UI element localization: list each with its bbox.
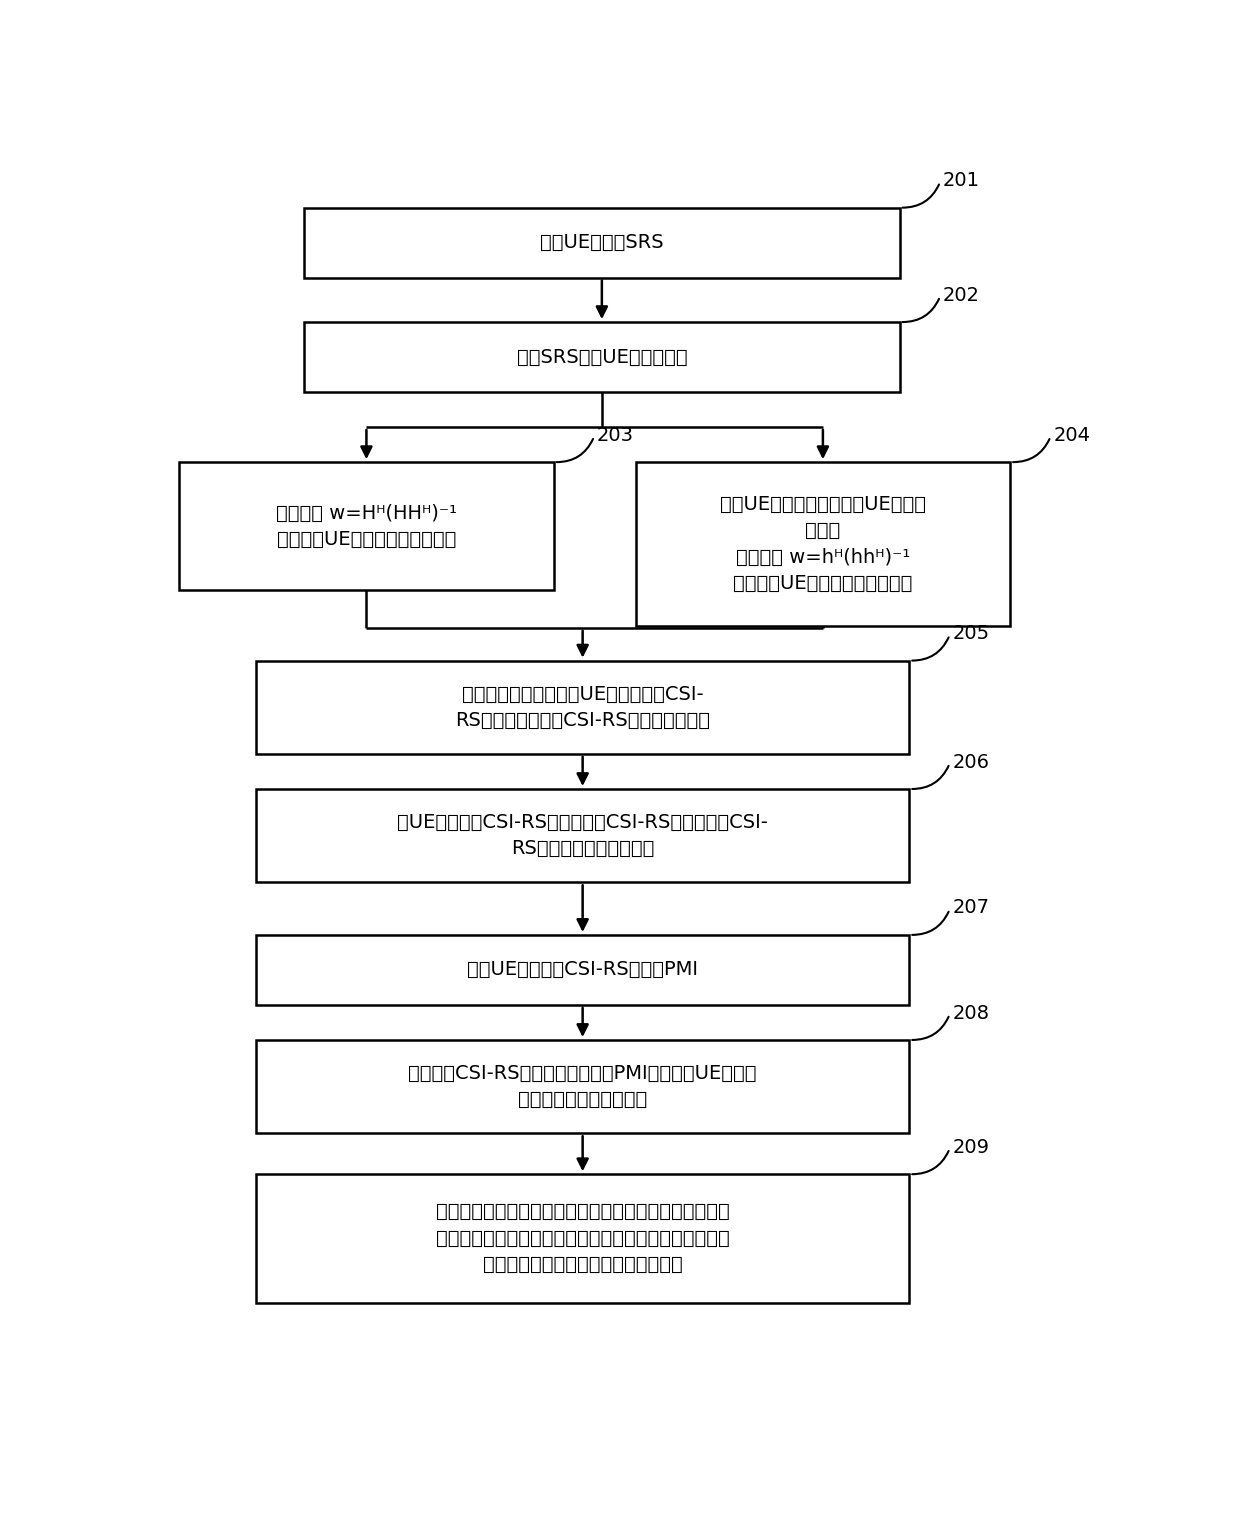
Bar [255,1175,909,1302]
Text: 根据SRS得到UE的信道信息: 根据SRS得到UE的信道信息 [517,347,687,367]
Text: 向UE发送第二CSI-RS，其中第二CSI-RS是根据第一CSI-
RS的波束赋型权値得到的: 向UE发送第二CSI-RS，其中第二CSI-RS是根据第一CSI- RS的波束赋… [397,813,768,858]
Bar [255,935,909,1005]
Text: 206: 206 [952,752,990,772]
Bar [255,1040,909,1134]
Text: 208: 208 [952,1004,990,1023]
Bar [255,788,909,882]
Text: 202: 202 [944,285,980,305]
Text: 201: 201 [944,171,980,190]
Text: 204: 204 [1054,426,1090,444]
Text: 207: 207 [952,899,990,917]
Text: 将下行业务数据的波束赋型权値用权値预编码加权，得到
处理后的下行业务数据的波束赋型权値，将处理后的下行
业务数据的波束赋型权値映射到天线上: 将下行业务数据的波束赋型权値用权値预编码加权，得到 处理后的下行业务数据的波束赋… [435,1202,729,1275]
Text: 根据第一CSI-RS的波束赋型权値与PMI，确定出UE的下行
业务数据的波束赋型权値: 根据第一CSI-RS的波束赋型权値与PMI，确定出UE的下行 业务数据的波束赋型… [408,1064,756,1110]
Text: 根据波束赋型权値对向UE发送的第一CSI-
RS加权，得到第一CSI-RS的波束赋型权値: 根据波束赋型权値对向UE发送的第一CSI- RS加权，得到第一CSI-RS的波束… [455,684,711,731]
Text: 接收UE发送的SRS: 接收UE发送的SRS [541,233,663,252]
Bar [304,208,900,277]
Text: 203: 203 [596,426,634,444]
Bar [304,321,900,393]
Text: 205: 205 [952,625,990,643]
Text: 根据公式 w=Hᴴ(HHᴴ)⁻¹
计算得到UE对应的波束赋型权値: 根据公式 w=Hᴴ(HHᴴ)⁻¹ 计算得到UE对应的波束赋型权値 [277,503,456,549]
Bar [179,462,554,590]
Text: 根据UE的信道信息计算出UE的导向
矢量，
根据公式 w=hᴴ(hhᴴ)⁻¹
计算得到UE对应的波束赋型权値: 根据UE的信道信息计算出UE的导向 矢量， 根据公式 w=hᴴ(hhᴴ)⁻¹ 计… [720,494,926,593]
Text: 接收UE根据第二CSI-RS反馈的PMI: 接收UE根据第二CSI-RS反馈的PMI [467,960,698,979]
Bar [255,661,909,753]
Text: 209: 209 [952,1139,990,1157]
Bar [635,462,1011,626]
